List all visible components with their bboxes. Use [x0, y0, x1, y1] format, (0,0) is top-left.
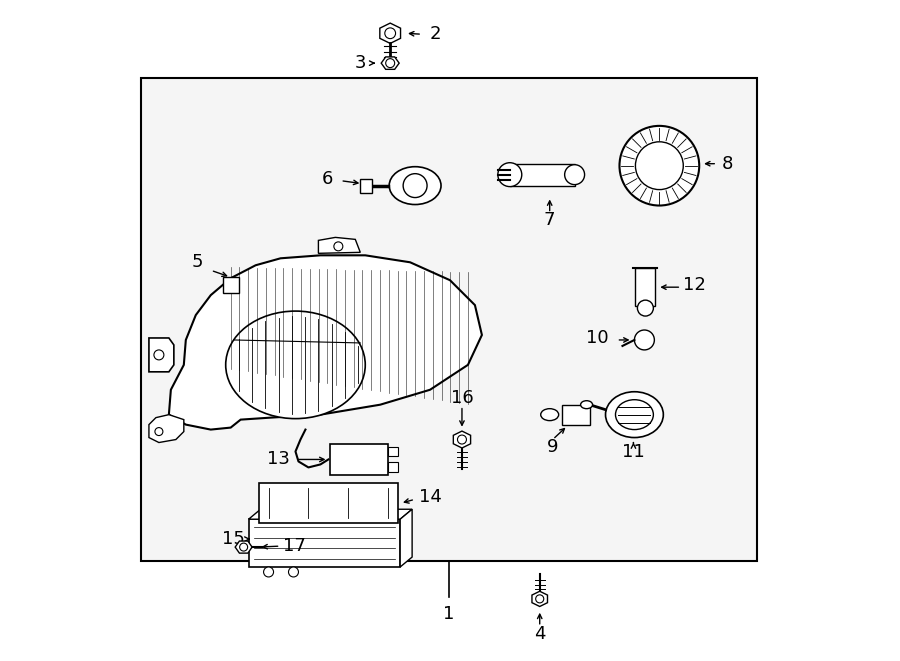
Polygon shape	[248, 509, 412, 519]
Bar	[562, 405, 590, 424]
Polygon shape	[400, 509, 412, 567]
Circle shape	[619, 126, 699, 206]
Circle shape	[635, 142, 683, 190]
Ellipse shape	[226, 311, 365, 418]
Circle shape	[536, 595, 544, 603]
Ellipse shape	[564, 165, 585, 184]
Bar	[330, 444, 388, 475]
Bar	[635, 268, 655, 306]
Circle shape	[457, 435, 466, 444]
Circle shape	[634, 330, 654, 350]
Circle shape	[264, 567, 274, 577]
Text: 7: 7	[544, 212, 555, 229]
Bar	[141, 78, 757, 561]
Text: 16: 16	[451, 389, 473, 407]
Polygon shape	[169, 255, 482, 430]
Circle shape	[154, 350, 164, 360]
Ellipse shape	[616, 400, 653, 430]
Text: 14: 14	[418, 488, 442, 506]
Bar	[258, 483, 398, 524]
Text: 6: 6	[321, 170, 333, 188]
Circle shape	[498, 163, 522, 186]
Bar	[222, 277, 239, 293]
Circle shape	[155, 428, 163, 436]
Bar	[360, 178, 373, 192]
Polygon shape	[319, 237, 360, 253]
Circle shape	[289, 567, 299, 577]
Bar	[248, 519, 400, 567]
Circle shape	[239, 543, 248, 551]
Polygon shape	[454, 431, 471, 448]
Text: 13: 13	[267, 450, 290, 469]
Circle shape	[403, 174, 427, 198]
Text: 2: 2	[429, 25, 441, 43]
Text: 15: 15	[222, 530, 245, 548]
Text: 12: 12	[683, 276, 706, 294]
Ellipse shape	[541, 408, 559, 420]
Polygon shape	[532, 591, 547, 607]
Ellipse shape	[580, 401, 592, 408]
Bar	[388, 463, 398, 473]
Circle shape	[386, 59, 395, 67]
Text: 3: 3	[355, 54, 366, 72]
Text: 4: 4	[534, 625, 545, 642]
Circle shape	[334, 242, 343, 251]
Circle shape	[637, 300, 653, 316]
Circle shape	[385, 28, 396, 38]
Polygon shape	[380, 23, 400, 44]
Polygon shape	[148, 414, 184, 442]
Text: 17: 17	[283, 537, 306, 555]
Ellipse shape	[389, 167, 441, 204]
Text: 8: 8	[722, 155, 733, 173]
Text: 10: 10	[586, 329, 609, 347]
Polygon shape	[235, 541, 252, 553]
Text: 1: 1	[444, 605, 454, 623]
Polygon shape	[148, 338, 174, 372]
Text: 5: 5	[192, 253, 203, 271]
Text: 11: 11	[622, 444, 644, 461]
Bar	[388, 447, 398, 457]
Polygon shape	[382, 57, 400, 69]
Ellipse shape	[606, 392, 663, 438]
Text: 9: 9	[547, 438, 558, 455]
Bar	[509, 164, 574, 186]
